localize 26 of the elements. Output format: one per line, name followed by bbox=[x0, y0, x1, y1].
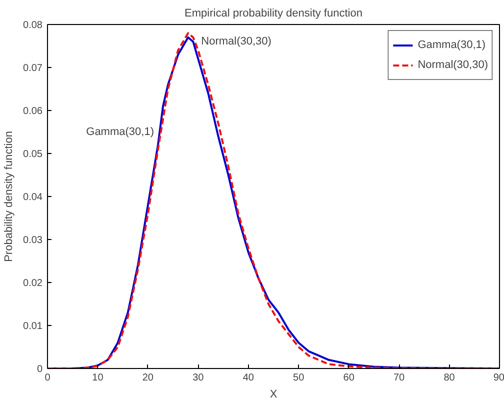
x-tick-label: 90 bbox=[493, 372, 504, 384]
x-tick-label: 30 bbox=[192, 372, 204, 384]
x-tick-label: 20 bbox=[142, 372, 154, 384]
x-tick-label: 60 bbox=[343, 372, 355, 384]
y-tick-label: 0.04 bbox=[23, 192, 43, 203]
y-tick-label: 0.08 bbox=[23, 20, 43, 31]
x-tick-label: 0 bbox=[44, 372, 51, 384]
legend-label: Gamma(30,1) bbox=[418, 39, 486, 51]
y-tick-label: 0.06 bbox=[23, 106, 43, 117]
chart-title: Empirical probability density function bbox=[184, 8, 362, 20]
annotation: Normal(30,30) bbox=[201, 36, 272, 48]
x-tick-label: 70 bbox=[393, 372, 406, 384]
x-tick-label: 80 bbox=[444, 372, 456, 384]
y-axis-title: Probability density function bbox=[3, 131, 16, 262]
x-axis-title: X bbox=[270, 388, 278, 400]
y-tick-label: 0.07 bbox=[23, 63, 43, 74]
y-tick-label: 0.02 bbox=[23, 278, 43, 289]
x-tick-label: 40 bbox=[242, 372, 254, 384]
y-tick-label: 0.03 bbox=[23, 235, 43, 246]
y-tick-label: 0 bbox=[36, 364, 43, 375]
y-tick-label: 0.05 bbox=[23, 149, 43, 160]
x-tick-label: 10 bbox=[92, 372, 104, 384]
annotation: Gamma(30,1) bbox=[86, 126, 154, 138]
x-tick-label: 50 bbox=[293, 372, 305, 384]
y-tick-label: 0.01 bbox=[23, 321, 43, 332]
legend-label: Normal(30,30) bbox=[418, 59, 488, 71]
